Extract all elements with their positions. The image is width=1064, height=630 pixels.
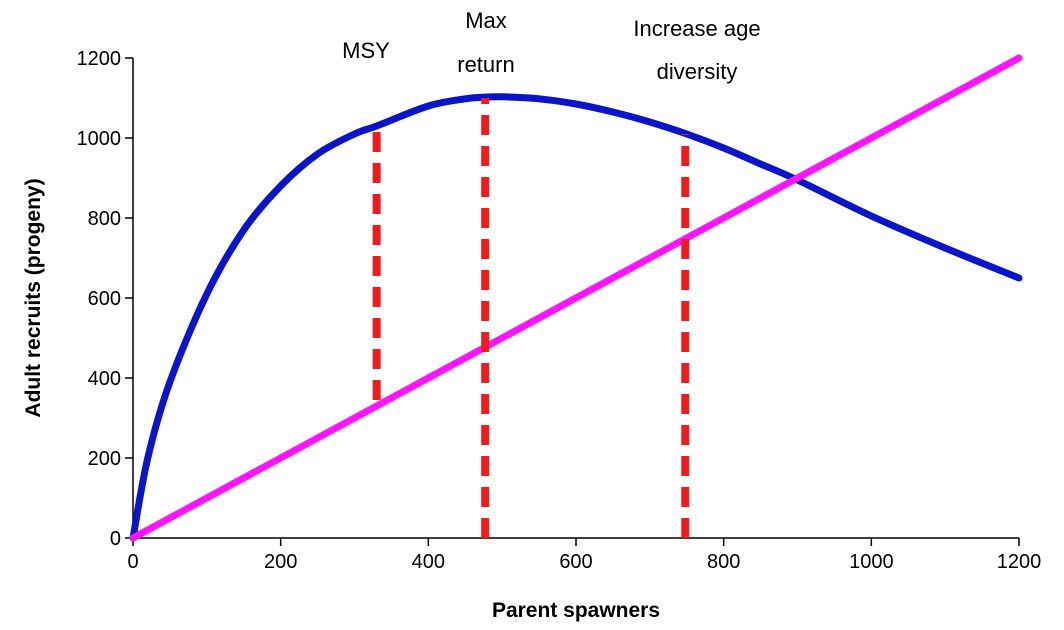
- y-tick-label: 1200: [77, 48, 122, 70]
- x-tick-label: 800: [707, 551, 740, 573]
- y-axis-title: Adult recruits (progeny): [22, 178, 45, 417]
- annotation-label: Max: [465, 8, 507, 33]
- recruitment-curve: [129, 93, 1023, 542]
- x-tick-label: 600: [559, 551, 592, 573]
- y-tick-label: 1000: [77, 128, 122, 150]
- annotations: MSY Max return Increase age diversity: [342, 8, 761, 538]
- y-tick-label: 800: [88, 208, 121, 230]
- replacement-line: [129, 54, 1023, 542]
- series-layer: [129, 54, 1023, 542]
- annotation-label: return: [457, 52, 514, 77]
- annotation-label: Increase age: [633, 16, 760, 41]
- annotation-label: diversity: [657, 59, 738, 84]
- ticks: 0 200 400 600 800 1000 1200 0 200 400 600 800 1000 12…: [77, 48, 1042, 573]
- y-tick-label: 400: [88, 368, 121, 390]
- x-tick-label: 400: [412, 551, 445, 573]
- annotation-label: MSY: [342, 38, 390, 63]
- x-tick-label: 1000: [849, 551, 894, 573]
- x-axis-title: Parent spawners: [492, 599, 660, 622]
- y-tick-label: 0: [110, 528, 121, 550]
- x-tick-label: 200: [264, 551, 297, 573]
- x-tick-label: 0: [127, 551, 138, 573]
- y-tick-label: 600: [88, 288, 121, 310]
- y-tick-label: 200: [88, 448, 121, 470]
- x-tick-label: 1200: [997, 551, 1042, 573]
